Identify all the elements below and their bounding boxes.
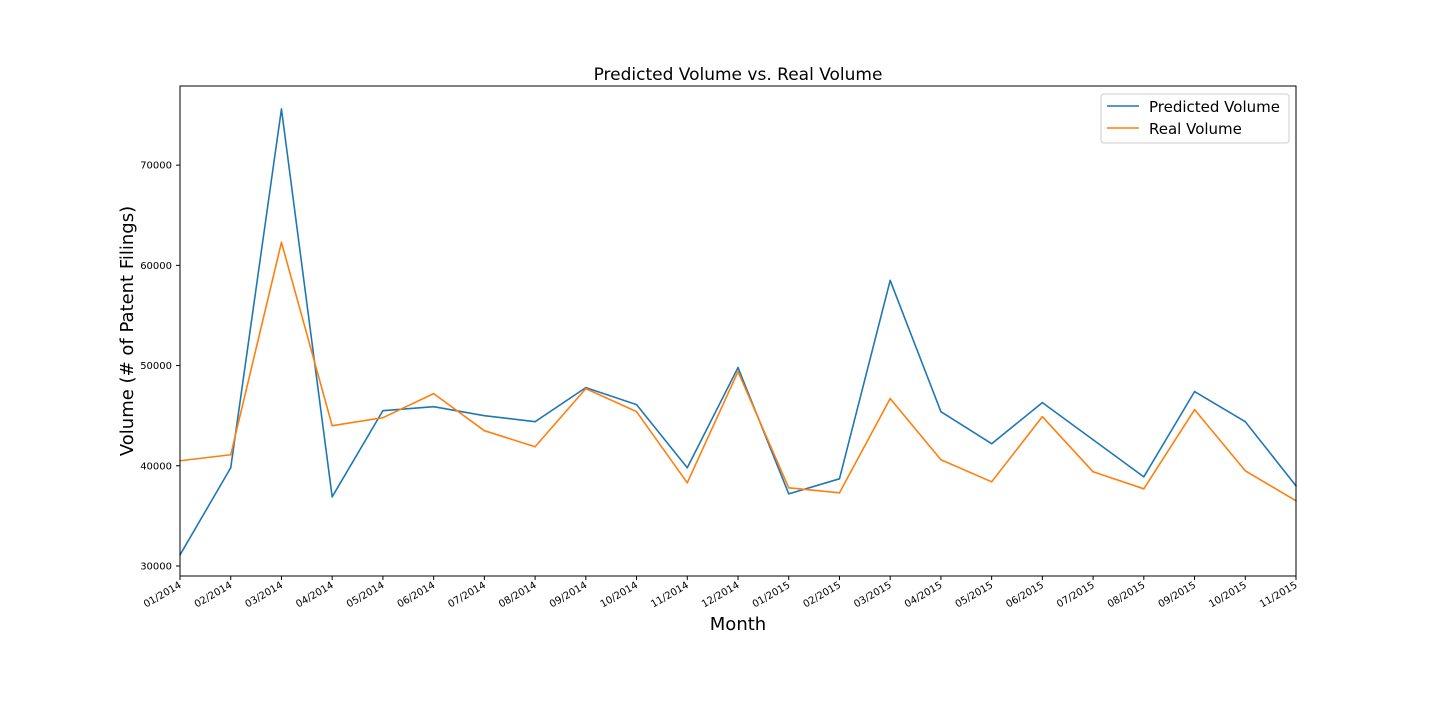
data-point (1041, 401, 1044, 404)
x-tick-label: 07/2015 (1055, 580, 1096, 610)
x-tick-label: 01/2014 (142, 580, 183, 610)
x-tick-label: 06/2014 (396, 580, 437, 610)
x-tick-label: 10/2014 (599, 580, 640, 610)
legend-label-predicted: Predicted Volume (1149, 98, 1280, 116)
plot-frame (179, 85, 1297, 577)
x-tick-label: 07/2014 (446, 580, 487, 610)
data-point (534, 445, 536, 448)
data-point (1092, 438, 1094, 441)
data-point (635, 403, 638, 406)
x-tick-label: 02/2014 (193, 580, 234, 610)
x-tick-label: 06/2015 (1004, 580, 1045, 610)
chart-title: Predicted Volume vs. Real Volume (594, 65, 883, 85)
data-point (686, 466, 689, 469)
data-point (483, 414, 486, 417)
x-tick-label: 04/2015 (903, 580, 944, 610)
x-tick-label: 03/2014 (243, 580, 284, 610)
data-point (534, 420, 536, 423)
plot-area (179, 85, 1297, 577)
data-point (229, 466, 232, 469)
y-tick-label: 60000 (140, 261, 172, 272)
data-point (382, 409, 384, 412)
x-tick-label: 02/2015 (801, 580, 842, 610)
legend-frame (1100, 93, 1290, 144)
data-point (280, 241, 283, 244)
data-point (787, 487, 790, 489)
data-point (889, 397, 891, 400)
legend-label-real: Real Volume (1149, 120, 1242, 138)
series-line-predicted-volume (179, 108, 1297, 556)
x-tick-label: 05/2015 (954, 580, 995, 610)
legend: Predicted Volume Real Volume (1100, 93, 1290, 144)
data-point (737, 370, 739, 373)
x-axis: 01/2014 02/2014 03/2014 04/2014 05/2014 06/20… (142, 576, 1300, 610)
y-tick-label: 70000 (140, 161, 172, 172)
data-point (940, 458, 942, 461)
x-tick-label: 11/2014 (649, 580, 690, 610)
y-tick-label: 30000 (140, 561, 172, 572)
y-tick-label: 50000 (140, 361, 172, 372)
x-tick-label: 03/2015 (852, 580, 893, 610)
x-tick-label: 08/2015 (1106, 580, 1147, 610)
data-point (1193, 390, 1196, 393)
data-point (1244, 420, 1247, 423)
y-axis-label: Volume (# of Patent Filings) (117, 206, 138, 456)
x-tick-label: 10/2015 (1207, 580, 1248, 610)
series-lines (179, 108, 1297, 556)
x-axis-label: Month (710, 614, 766, 635)
data-point (432, 392, 435, 395)
data-point (686, 482, 689, 484)
data-point (787, 493, 790, 495)
data-point (1244, 469, 1247, 472)
data-point (1092, 470, 1094, 473)
data-point (1193, 408, 1196, 411)
data-point (1041, 415, 1044, 418)
y-axis: 30000 40000 50000 60000 70000 (140, 161, 180, 572)
data-point (331, 424, 333, 427)
data-point (737, 366, 739, 369)
x-tick-label: 08/2014 (497, 580, 538, 610)
x-tick-label: 11/2015 (1258, 580, 1299, 610)
data-point (585, 387, 587, 390)
data-point (838, 478, 841, 480)
y-tick-label: 40000 (140, 461, 172, 472)
data-point (1143, 488, 1145, 490)
data-point (432, 405, 435, 408)
data-point (1143, 475, 1145, 478)
data-point (229, 453, 232, 456)
x-tick-label: 09/2015 (1157, 580, 1198, 610)
data-point (635, 410, 638, 413)
x-tick-label: 01/2015 (751, 580, 792, 610)
data-point (382, 416, 384, 419)
data-point (483, 429, 486, 432)
x-tick-label: 12/2014 (700, 580, 741, 610)
data-point (940, 410, 942, 413)
x-tick-label: 05/2014 (345, 580, 386, 610)
x-tick-label: 04/2014 (294, 580, 335, 610)
x-tick-label: 09/2014 (548, 580, 589, 610)
data-point (990, 442, 993, 445)
data-point (280, 108, 283, 110)
data-point (990, 481, 993, 483)
data-point (889, 279, 891, 282)
data-point (838, 492, 841, 494)
data-point (331, 496, 333, 498)
